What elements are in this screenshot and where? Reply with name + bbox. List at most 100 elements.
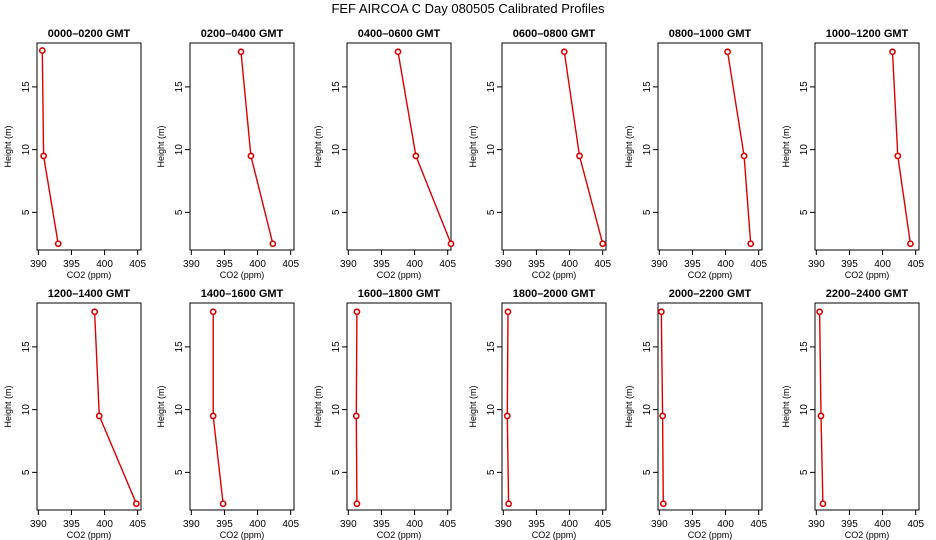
profile-point <box>906 240 914 248</box>
x-tick-label: 400 <box>96 259 113 270</box>
profile-point <box>209 308 217 316</box>
x-tick-label: 390 <box>340 259 357 270</box>
profile-panel: 0000–0200 GMT 390 395 400 405 CO2 (ppm) 5 10 15 H… <box>3 28 146 280</box>
x-tick-label: 400 <box>406 519 423 530</box>
x-tick-label: 390 <box>495 519 512 530</box>
y-tick-label: 15 <box>486 341 497 353</box>
x-tick-label: 405 <box>282 519 299 530</box>
y-tick-label: 5 <box>799 209 810 215</box>
x-tick-label: 390 <box>808 519 825 530</box>
y-tick-label: 15 <box>642 341 653 353</box>
y-tick-label: 15 <box>174 341 185 353</box>
profile-point <box>816 308 824 316</box>
x-tick-label: 395 <box>528 259 545 270</box>
x-tick-label: 405 <box>594 519 611 530</box>
x-tick-label: 405 <box>907 259 924 270</box>
y-axis-label: Height (m) <box>313 385 323 427</box>
x-tick-label: 400 <box>249 519 266 530</box>
profile-panel: 1400–1600 GMT 390 395 400 405 CO2 (ppm) 5 10 15 H… <box>156 288 299 540</box>
y-axis-label: Height (m) <box>624 385 634 427</box>
x-tick-label: 395 <box>63 259 80 270</box>
x-axis-label: CO2 (ppm) <box>532 530 577 540</box>
x-axis-label: CO2 (ppm) <box>67 530 112 540</box>
profile-point <box>219 500 227 508</box>
profile-point <box>819 500 827 508</box>
profile-line <box>818 311 824 504</box>
profile-point <box>503 412 511 420</box>
profile-point <box>91 308 99 316</box>
profile-point <box>209 412 217 420</box>
plot-frame <box>189 42 295 251</box>
profile-line <box>355 311 358 504</box>
profile-panel: 1000–1200 GMT 390 395 400 405 CO2 (ppm) 5 10 15 H… <box>781 28 924 280</box>
y-tick-label: 10 <box>642 144 653 156</box>
profile-point <box>38 47 46 54</box>
profile-point <box>353 500 361 508</box>
profile-line <box>93 311 138 504</box>
y-tick-label: 5 <box>799 469 810 475</box>
x-tick-label: 390 <box>183 519 200 530</box>
profile-panel: 0800–1000 GMT 390 395 400 405 CO2 (ppm) 5 10 15 H… <box>624 28 767 280</box>
y-tick-label: 10 <box>21 144 32 156</box>
profile-point <box>394 48 402 56</box>
y-tick-label: 10 <box>331 144 342 156</box>
panel-title: 0400–0600 GMT <box>358 28 441 40</box>
x-tick-label: 390 <box>808 259 825 270</box>
profile-point <box>659 500 667 508</box>
x-axis-label: CO2 (ppm) <box>532 270 577 280</box>
plot-frame <box>814 42 920 251</box>
profile-point <box>352 412 360 420</box>
x-tick-label: 395 <box>216 519 233 530</box>
x-tick-label: 405 <box>907 519 924 530</box>
x-tick-label: 405 <box>129 519 146 530</box>
y-axis-label: Height (m) <box>313 125 323 167</box>
y-tick-label: 5 <box>486 209 497 215</box>
y-tick-label: 10 <box>174 404 185 416</box>
profile-point <box>657 308 665 316</box>
y-tick-label: 10 <box>21 404 32 416</box>
profile-panel: 2000–2200 GMT 390 395 400 405 CO2 (ppm) 5 10 15 H… <box>624 288 767 540</box>
profile-point <box>817 412 825 420</box>
x-tick-label: 395 <box>373 519 390 530</box>
profile-panel: 0200–0400 GMT 390 395 400 405 CO2 (ppm) 5 10 15 H… <box>156 28 299 280</box>
x-tick-label: 390 <box>651 519 668 530</box>
y-tick-label: 10 <box>174 144 185 156</box>
y-tick-label: 15 <box>174 81 185 93</box>
profile-point <box>447 240 455 248</box>
profile-panel: 1200–1400 GMT 390 395 400 405 CO2 (ppm) 5 10 15 H… <box>3 288 146 540</box>
x-axis-label: CO2 (ppm) <box>688 270 733 280</box>
plot-frame <box>501 302 607 511</box>
x-tick-label: 390 <box>340 519 357 530</box>
panel-title: 2000–2200 GMT <box>669 288 752 300</box>
profile-line <box>660 311 664 504</box>
profile-line <box>397 51 452 244</box>
profile-line <box>506 311 510 504</box>
x-axis-label: CO2 (ppm) <box>688 530 733 540</box>
profile-line <box>891 51 912 244</box>
y-tick-label: 15 <box>642 81 653 93</box>
profile-point <box>54 240 62 248</box>
profile-point <box>659 412 667 420</box>
profile-line <box>41 50 59 244</box>
x-tick-label: 400 <box>717 519 734 530</box>
x-tick-label: 395 <box>528 519 545 530</box>
profile-point <box>269 240 277 248</box>
x-tick-label: 405 <box>282 259 299 270</box>
y-tick-label: 15 <box>799 341 810 353</box>
x-tick-label: 395 <box>373 259 390 270</box>
y-axis-label: Height (m) <box>624 125 634 167</box>
y-tick-label: 5 <box>331 469 342 475</box>
figure-title: FEF AIRCOA C Day 080505 Calibrated Profi… <box>331 1 605 16</box>
x-tick-label: 400 <box>717 259 734 270</box>
x-axis-label: CO2 (ppm) <box>845 530 890 540</box>
y-tick-label: 5 <box>486 469 497 475</box>
y-axis-label: Height (m) <box>781 385 791 427</box>
panel-title: 1600–1800 GMT <box>358 288 441 300</box>
plot-frame <box>189 302 295 511</box>
x-tick-label: 405 <box>750 259 767 270</box>
x-tick-label: 390 <box>30 519 47 530</box>
y-tick-label: 15 <box>21 341 32 353</box>
profile-point <box>237 48 245 56</box>
x-tick-label: 395 <box>63 519 80 530</box>
profile-line <box>212 311 224 504</box>
